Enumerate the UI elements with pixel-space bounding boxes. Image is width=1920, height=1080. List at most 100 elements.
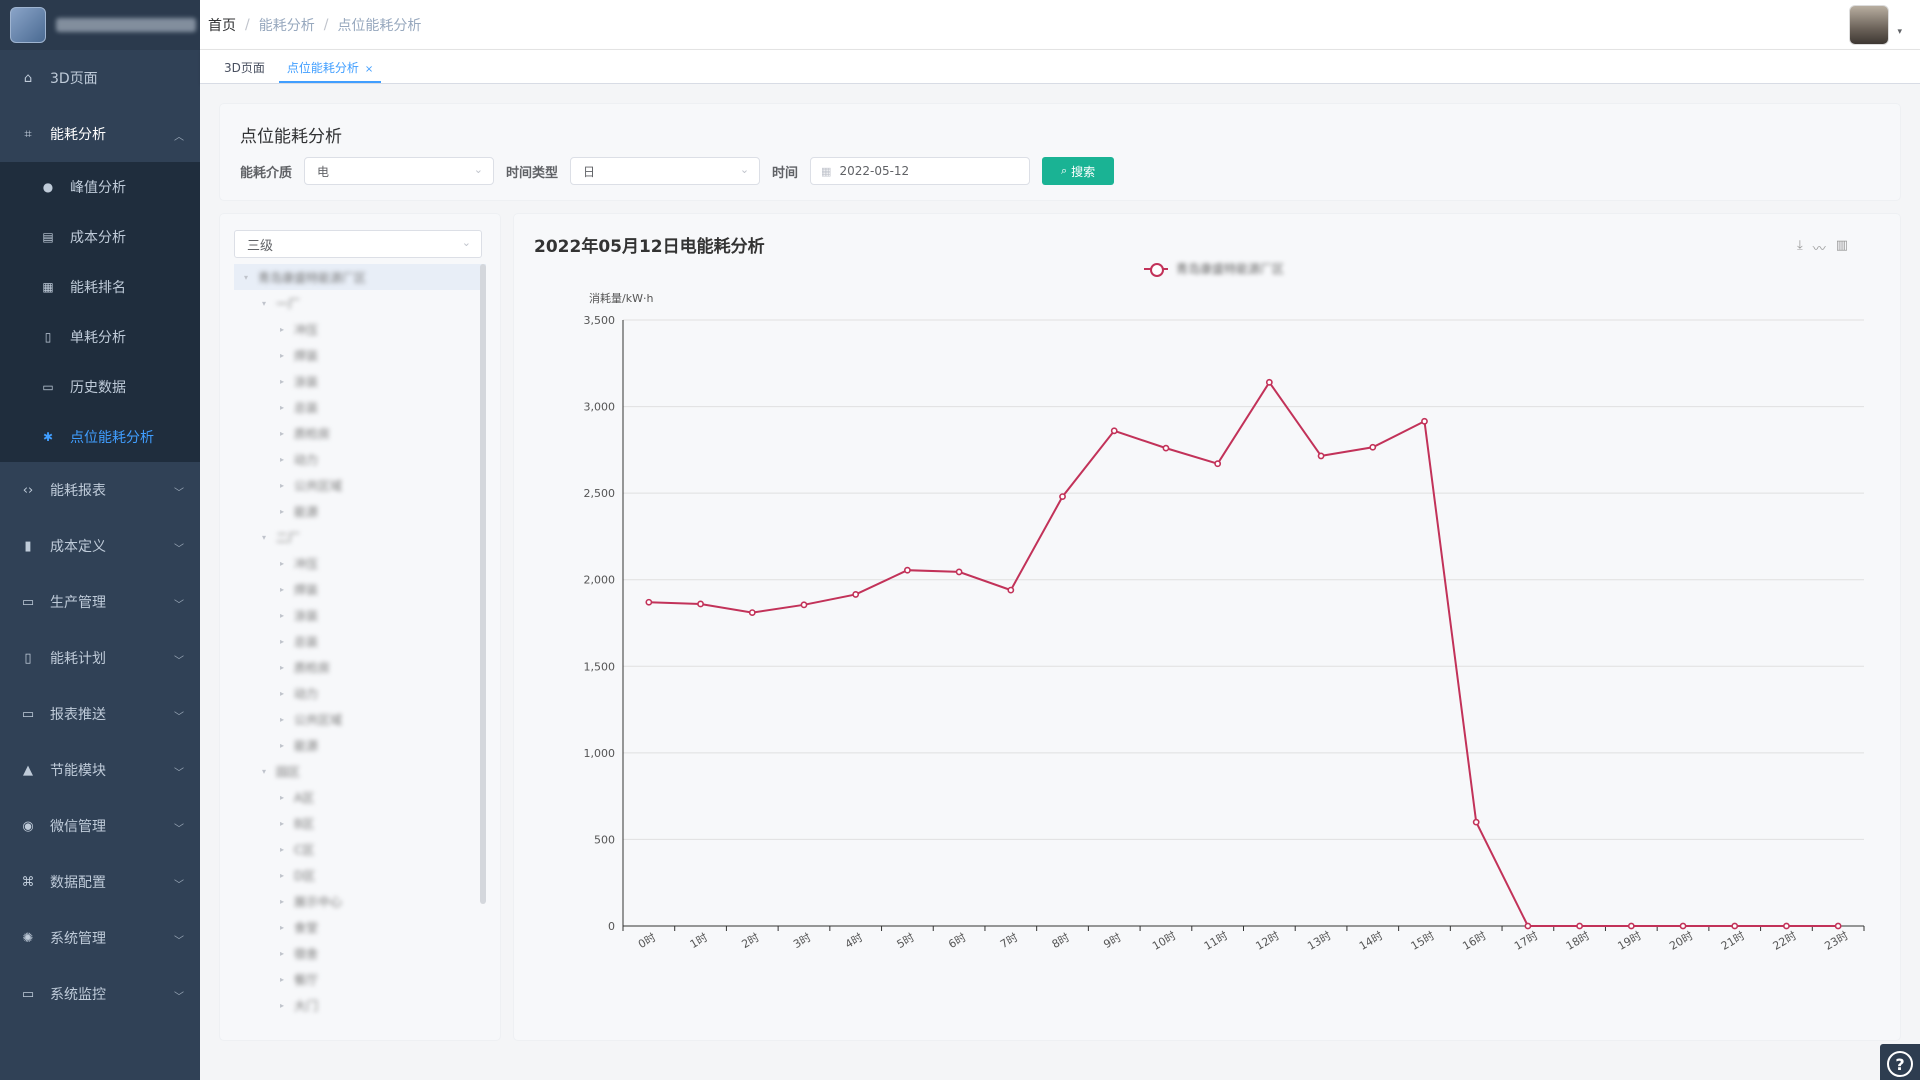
tree-node[interactable]: ▾ 园区	[234, 758, 486, 784]
submenu-item[interactable]: ● 峰值分析	[0, 162, 200, 212]
tree-node[interactable]: ▸ 食堂	[234, 914, 486, 940]
caret-right-icon[interactable]: ▸	[279, 740, 284, 750]
caret-right-icon[interactable]: ▸	[279, 350, 284, 360]
download-icon[interactable]: ⤓	[1796, 238, 1803, 253]
tree-node[interactable]: ▸ 涂装	[234, 602, 486, 628]
tree-node[interactable]: ▸ 总装	[234, 394, 486, 420]
help-button[interactable]: ?	[1880, 1044, 1920, 1080]
tree-node[interactable]: ▸ 能源	[234, 498, 486, 524]
caret-down-icon[interactable]: ▾	[261, 298, 266, 308]
caret-right-icon[interactable]: ▸	[279, 870, 284, 880]
tree-node[interactable]: ▸ 质检房	[234, 420, 486, 446]
avatar[interactable]	[1849, 5, 1890, 45]
tree-node[interactable]: ▸ 焊装	[234, 576, 486, 602]
sidebar-item[interactable]: ✺ 系统管理 ﹀	[0, 910, 200, 966]
sidebar-item[interactable]: ⌘ 数据配置 ﹀	[0, 854, 200, 910]
caret-right-icon[interactable]: ▸	[279, 376, 284, 386]
close-icon[interactable]: ×	[364, 64, 374, 75]
caret-right-icon[interactable]: ▸	[279, 922, 284, 932]
caret-right-icon[interactable]: ▸	[279, 558, 284, 568]
caret-right-icon[interactable]: ▸	[279, 818, 284, 828]
tree-node[interactable]: ▸ C区	[234, 836, 486, 862]
sidebar-item[interactable]: ⌗ 能耗分析 ︿	[0, 106, 200, 162]
caret-right-icon[interactable]: ▸	[279, 1000, 284, 1010]
level-select[interactable]: 三级 ⌄	[234, 230, 482, 258]
tab-point-energy-analysis[interactable]: 点位能耗分析 ×	[278, 55, 382, 83]
submenu-item[interactable]: ▭ 历史数据	[0, 362, 200, 412]
tree-node[interactable]: ▸ 动力	[234, 680, 486, 706]
caret-right-icon[interactable]: ▸	[279, 402, 284, 412]
nodes-icon: ⌘	[21, 874, 35, 890]
caret-right-icon[interactable]: ▸	[279, 948, 284, 958]
submenu-item[interactable]: ▤ 成本分析	[0, 212, 200, 262]
tree-node[interactable]: ▸ 公共区域	[234, 472, 486, 498]
sidebar-item[interactable]: ◉ 微信管理 ﹀	[0, 798, 200, 854]
caret-right-icon[interactable]: ▸	[279, 896, 284, 906]
tree-node[interactable]: ▸ 冲压	[234, 316, 486, 342]
sidebar-item[interactable]: ⌂ 3D页面	[0, 50, 200, 106]
tree-node[interactable]: ▸ 能源	[234, 732, 486, 758]
caret-right-icon[interactable]: ▸	[279, 714, 284, 724]
submenu-item-label: 成本分析	[70, 230, 126, 246]
tree-node[interactable]: ▸ 焊装	[234, 342, 486, 368]
tree-node[interactable]: ▸ 大门	[234, 992, 486, 1018]
sidebar-item[interactable]: ▭ 生产管理 ﹀	[0, 574, 200, 630]
submenu-item[interactable]: ▦ 能耗排名	[0, 262, 200, 312]
submenu-item[interactable]: ▯ 单耗分析	[0, 312, 200, 362]
medium-select[interactable]: 电 ⌄	[304, 157, 495, 185]
caret-right-icon[interactable]: ▸	[279, 324, 284, 334]
date-picker[interactable]: ▦ 2022-05-12	[810, 157, 1031, 185]
tree-node[interactable]: ▸ B区	[234, 810, 486, 836]
tree-node[interactable]: ▾ 青岛康盛特能源厂区	[234, 264, 486, 290]
caret-right-icon[interactable]: ▸	[279, 688, 284, 698]
bar-chart-icon[interactable]: ▥	[1835, 238, 1848, 253]
tree-node[interactable]: ▾ 一厂	[234, 290, 486, 316]
caret-right-icon[interactable]: ▸	[279, 792, 284, 802]
tree-node[interactable]: ▸ 宿舍	[234, 940, 486, 966]
tree-scrollbar[interactable]	[480, 264, 486, 904]
caret-down-icon[interactable]: ▾	[1897, 27, 1902, 37]
data-point	[852, 591, 860, 598]
caret-right-icon[interactable]: ▸	[279, 454, 284, 464]
caret-right-icon[interactable]: ▸	[279, 506, 284, 516]
navbar: 首页 / 能耗分析 / 点位能耗分析 ▾	[200, 0, 1920, 50]
sidebar-item[interactable]: ▮ 成本定义 ﹀	[0, 518, 200, 574]
tree-node[interactable]: ▸ 餐厅	[234, 966, 486, 992]
tree-node[interactable]: ▾ 二厂	[234, 524, 486, 550]
tree-node[interactable]: ▸ 涂装	[234, 368, 486, 394]
caret-right-icon[interactable]: ▸	[279, 480, 284, 490]
caret-down-icon[interactable]: ▾	[243, 272, 248, 282]
sidebar-item[interactable]: ▭ 系统监控 ﹀	[0, 966, 200, 1022]
tree-node[interactable]: ▸ 质检房	[234, 654, 486, 680]
tree-node[interactable]: ▸ 动力	[234, 446, 486, 472]
user-menu[interactable]: ▾	[1849, 5, 1902, 45]
tree-node[interactable]: ▸ D区	[234, 862, 486, 888]
chart-legend[interactable]: 青岛康盛特能源厂区	[1144, 260, 1284, 277]
sidebar-item[interactable]: ▯ 能耗计划 ﹀	[0, 630, 200, 686]
caret-down-icon[interactable]: ▾	[261, 532, 266, 542]
caret-right-icon[interactable]: ▸	[279, 428, 284, 438]
submenu-item[interactable]: ✱ 点位能耗分析	[0, 412, 200, 462]
line-chart-icon[interactable]: 〰	[1812, 242, 1826, 257]
sidebar-item[interactable]: ▭ 报表推送 ﹀	[0, 686, 200, 742]
tab-3d-page[interactable]: 3D页面	[216, 55, 273, 83]
caret-right-icon[interactable]: ▸	[279, 636, 284, 646]
tree-node[interactable]: ▸ A区	[234, 784, 486, 810]
tree-node[interactable]: ▸ 公共区域	[234, 706, 486, 732]
caret-right-icon[interactable]: ▸	[279, 584, 284, 594]
caret-right-icon[interactable]: ▸	[279, 844, 284, 854]
time-type-select[interactable]: 日 ⌄	[570, 157, 761, 185]
tree-node[interactable]: ▸ 冲压	[234, 550, 486, 576]
tree-node[interactable]: ▸ 展示中心	[234, 888, 486, 914]
search-button[interactable]: ⌕ 搜索	[1042, 157, 1115, 185]
caret-right-icon[interactable]: ▸	[279, 610, 284, 620]
sidebar-item[interactable]: ‹› 能耗报表 ﹀	[0, 462, 200, 518]
sidebar-item[interactable]: ▲ 节能模块 ﹀	[0, 742, 200, 798]
x-tick-label: 12时	[1254, 929, 1282, 953]
breadcrumb-home[interactable]: 首页	[208, 17, 236, 34]
caret-right-icon[interactable]: ▸	[279, 662, 284, 672]
caret-down-icon[interactable]: ▾	[261, 766, 266, 776]
caret-right-icon[interactable]: ▸	[279, 974, 284, 984]
app-logo[interactable]	[0, 0, 200, 50]
tree-node[interactable]: ▸ 总装	[234, 628, 486, 654]
